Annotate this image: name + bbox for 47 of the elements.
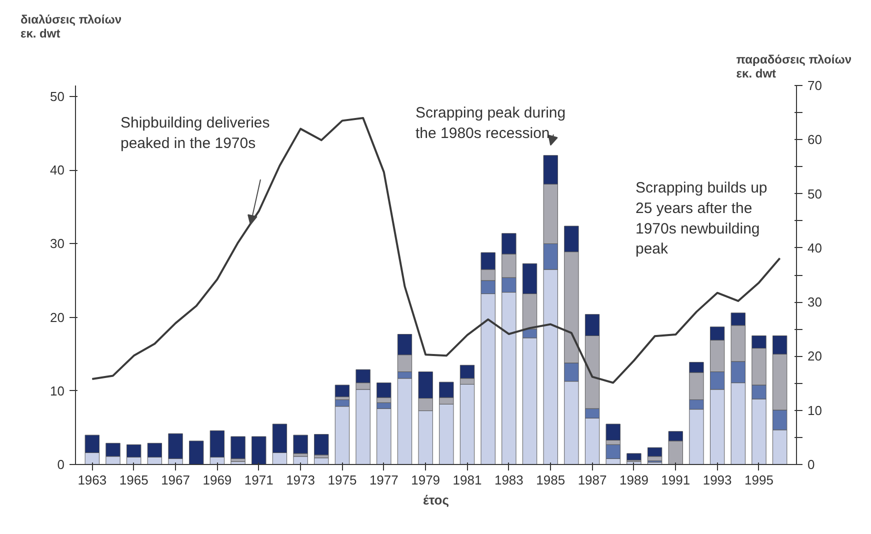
x-tick-label: 1971	[244, 472, 274, 488]
y-tick-label: 40	[50, 162, 65, 178]
bar	[230, 436, 246, 459]
x-tick-label: 1987	[578, 472, 607, 488]
bar	[314, 434, 329, 456]
x-axis-title: έτος	[422, 492, 450, 508]
y2-tick-label: 30	[808, 294, 822, 310]
annotation: Shipbuilding deliveries peaked in the 1970s	[120, 114, 270, 152]
y2-tick-label: 60	[808, 132, 822, 148]
y2-tick-label: 70	[808, 78, 822, 93]
y-axis-title: διαλύσεις πλοίων εκ. dwt	[20, 12, 122, 40]
x-tick-label: 1973	[286, 472, 316, 488]
x-tick-label: 1995	[744, 472, 774, 488]
annotation: Scrapping builds up 25 years after the 1970s newbuilding peak	[636, 180, 768, 258]
x-tick-label: 1985	[536, 472, 566, 488]
x-tick-label: 1963	[78, 472, 107, 488]
x-tick-label: 1989	[620, 472, 648, 488]
x-tick-label: 1983	[494, 472, 524, 488]
y2-tick-label: 10	[808, 402, 822, 418]
annotation: Scrapping peak during the 1980s recession	[416, 104, 566, 142]
bar	[293, 456, 308, 464]
y2-axis-title: παραδόσεις πλοίων εκ. dwt	[736, 52, 852, 80]
y2-tick-label: 20	[808, 348, 822, 364]
x-tick-label: 1965	[119, 472, 148, 488]
bar	[314, 458, 329, 464]
y-tick-label: 30	[50, 236, 65, 252]
x-tick-label: 1969	[202, 472, 232, 488]
bar	[293, 434, 308, 454]
x-tick-label: 1993	[702, 472, 732, 488]
x-tick-label: 1975	[328, 472, 357, 488]
x-tick-label: 1979	[411, 472, 440, 488]
y-tick-label: 20	[50, 310, 65, 325]
bar	[252, 436, 266, 464]
x-tick-label: 1967	[161, 472, 190, 488]
x-tick-label: 1981	[452, 472, 482, 488]
y2-tick-label: 50	[808, 186, 822, 202]
y2-tick-label: 0	[808, 457, 815, 472]
y-tick-label: 10	[50, 383, 65, 398]
bar	[647, 447, 662, 457]
y2-tick-label: 40	[808, 240, 822, 256]
x-tick-label: 1977	[369, 472, 398, 488]
x-tick-label: 1991	[661, 472, 690, 488]
bar	[626, 453, 642, 460]
y-tick-label: 0	[57, 457, 65, 472]
y-tick-label: 50	[50, 89, 65, 104]
bar	[334, 384, 350, 398]
bar	[189, 440, 204, 464]
